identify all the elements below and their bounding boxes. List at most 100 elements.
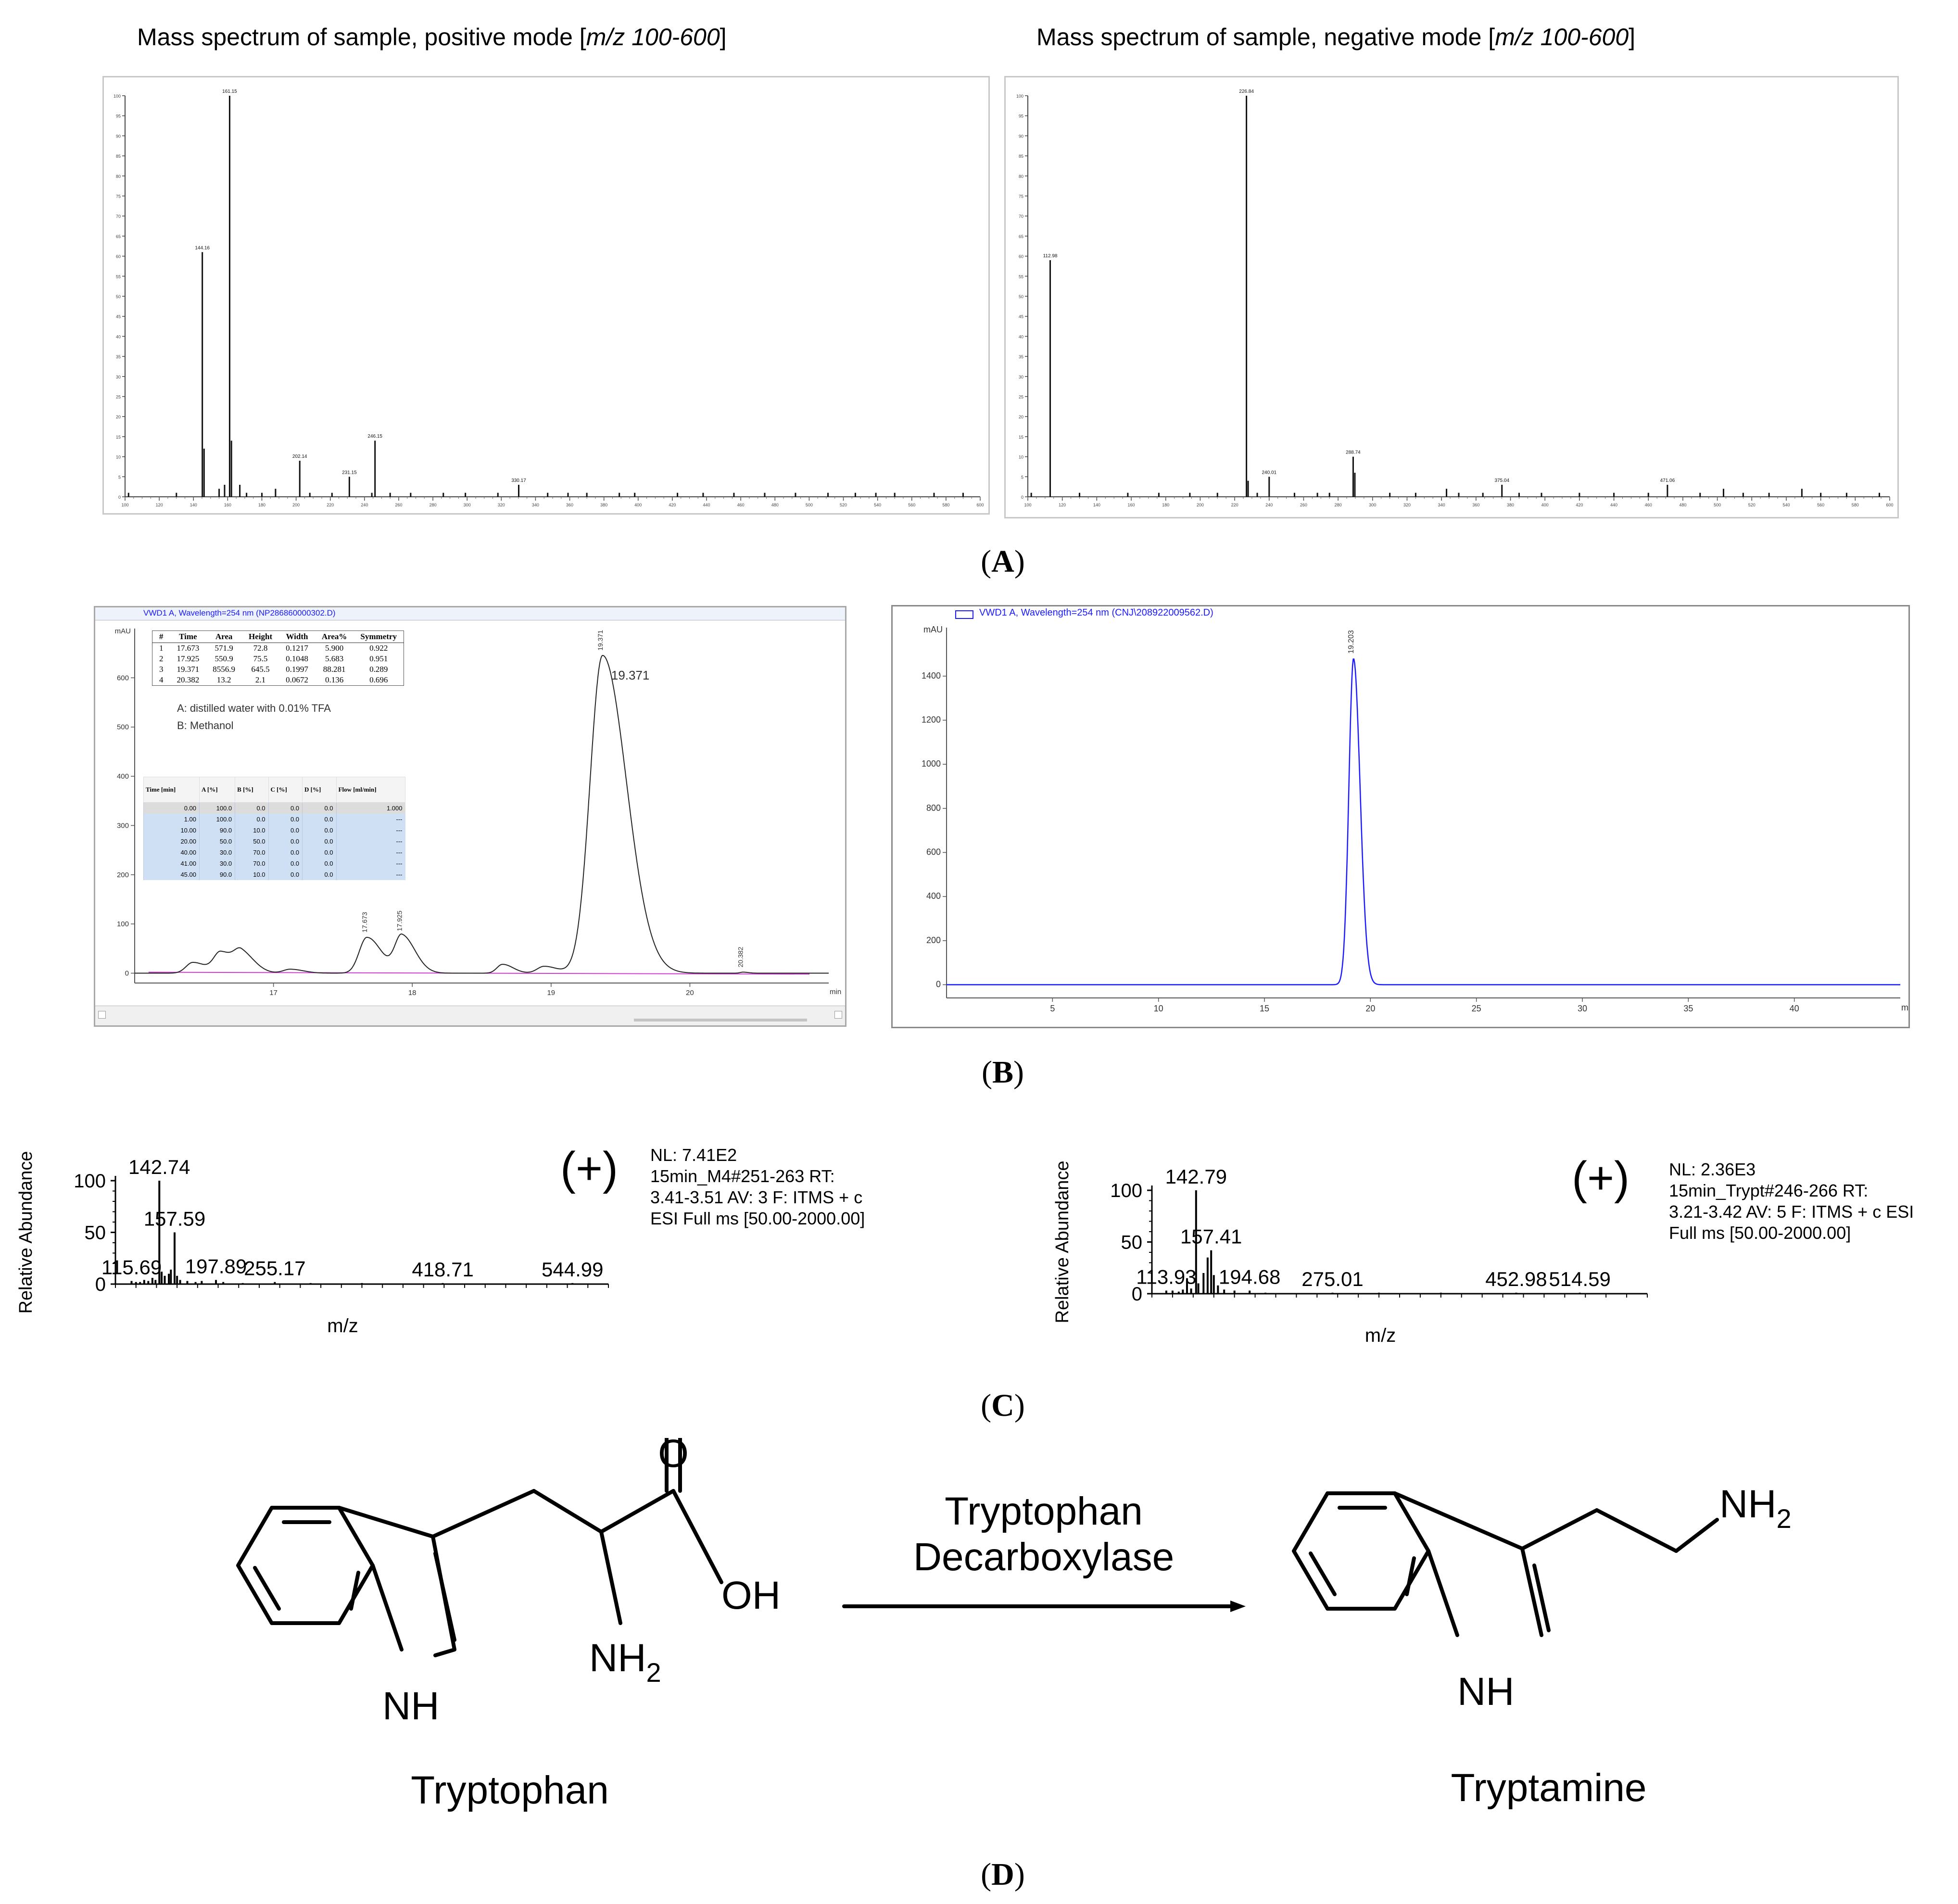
x-tick-label: 400 [634, 503, 642, 507]
peak-label: 514.59 [1549, 1268, 1610, 1290]
y-tick-label: 65 [116, 234, 121, 239]
x-axis-label: m/z [1365, 1325, 1396, 1346]
y-tick-label: 800 [926, 803, 941, 813]
gradient-table-cell: 0.00 [143, 802, 200, 814]
gradient-table-cell: 10.00 [143, 825, 200, 836]
x-tick-label: 580 [942, 503, 949, 507]
tryptamine-amine: NH2 [1719, 1482, 1792, 1534]
peak-table-cell: 72.8 [253, 643, 268, 653]
caption-a: (A) [981, 544, 1025, 579]
scroll-right-icon[interactable] [834, 1011, 842, 1019]
y-tick-label: 95 [116, 114, 121, 119]
y-tick-label: 55 [1019, 274, 1023, 279]
peak-table-cell: 0.922 [369, 643, 388, 653]
main-peak-label: 19.371 [611, 668, 650, 682]
peak-label: 157.59 [144, 1208, 205, 1230]
x-tick-label: 20 [1365, 1004, 1375, 1013]
x-tick-label: 100 [1024, 503, 1031, 507]
peak-table-cell: 20.382 [177, 675, 200, 684]
x-tick-label: 420 [669, 503, 676, 507]
solvent-a-label: A: distilled water with 0.01% TFA [177, 702, 331, 714]
x-tick-label: 240 [361, 503, 368, 507]
peak-label: 255.17 [244, 1257, 305, 1280]
y-tick-label: 50 [85, 1223, 106, 1244]
peak-label: 246.15 [367, 434, 382, 439]
y-tick-label: 75 [116, 194, 121, 199]
gradient-table-cell: 0.0 [302, 836, 337, 847]
scrollbar-thumb[interactable] [634, 1019, 807, 1021]
y-tick-label: 45 [116, 315, 121, 319]
y-tick-label: 60 [116, 254, 121, 259]
x-tick-label: 460 [737, 503, 745, 507]
y-tick-label: 85 [1019, 154, 1023, 159]
chromatogram-trace [947, 658, 1900, 985]
caption-d: (D) [981, 1857, 1025, 1892]
y-axis-unit: mAU [115, 627, 131, 635]
x-tick-label: 100 [121, 503, 128, 507]
lcms-spectrum-m4: 0 50 100 Relative Abundance m/z 115.69 142.74 1… [16, 1151, 609, 1337]
peak-table-row: 1 17.673 571.9 72.8 0.1217 5.900 0.922 [152, 643, 404, 654]
peak-retention-label: 17.673 [361, 912, 368, 933]
panel-b-left-frame: VWD1 A, Wavelength=254 nm (NP28686000030… [94, 606, 846, 1027]
y-tick-label: 200 [117, 871, 129, 879]
gradient-table-cell: 0.0 [302, 858, 337, 869]
y-tick-label: 0 [118, 495, 121, 500]
peak-table-cell: 13.2 [216, 675, 231, 684]
peak-label: 375.04 [1494, 478, 1509, 483]
gradient-table-row: 40.00 30.0 70.0 0.0 0.0 --- [143, 847, 405, 858]
y-tick-label: 20 [116, 415, 121, 419]
x-tick-label: 30 [1578, 1004, 1587, 1013]
x-tick-label: 360 [1472, 503, 1479, 507]
peak-label: 544.99 [542, 1258, 603, 1281]
tryptophan-amine: NH2 [589, 1636, 661, 1688]
peak-table-header: Area% [315, 630, 354, 643]
peak-label: 115.69 [101, 1256, 162, 1279]
y-tick-label: 40 [1019, 334, 1023, 339]
peak-table-cell: 0.1048 [286, 654, 308, 663]
panel-a-left-frame: 0 5 10 15 20 25 30 35 40 45 50 55 60 65 70 75 80 85 90 95 10… [102, 76, 990, 515]
x-tick-label: 340 [532, 503, 539, 507]
peak-label: 330.17 [511, 478, 526, 483]
x-tick-label: 10 [1154, 1004, 1163, 1013]
gradient-table-header: Flow [ml/min] [336, 777, 406, 803]
scroll-left-icon[interactable] [98, 1011, 106, 1019]
gradient-table-cell: 0.0 [302, 847, 337, 858]
y-tick-label: 100 [1016, 94, 1023, 99]
x-tick-label: 240 [1265, 503, 1273, 507]
y-tick-label: 70 [116, 214, 121, 219]
x-tick-label: 440 [703, 503, 710, 507]
y-tick-label: 25 [116, 395, 121, 400]
peak-table-header: Area [206, 630, 242, 643]
peak-label: 288.74 [1346, 450, 1361, 455]
gradient-table-cell: 0.0 [268, 869, 303, 880]
y-tick-label: 25 [1019, 395, 1023, 400]
x-tick-label: 220 [1231, 503, 1238, 507]
peak-label: 112.98 [1043, 253, 1058, 259]
gradient-table-cell: 0.0 [268, 836, 303, 847]
y-tick-label: 300 [117, 821, 129, 830]
gradient-table-cell: 1.00 [143, 814, 200, 825]
gradient-table-cell: --- [336, 847, 405, 858]
x-tick-label: 25 [1472, 1004, 1481, 1013]
gradient-table-header: B [%] [235, 777, 269, 803]
y-tick-label: 10 [1019, 455, 1023, 460]
peak-table-cell: 550.9 [215, 654, 233, 663]
horizontal-scrollbar[interactable] [95, 1006, 845, 1025]
gradient-table-cell: 0.0 [268, 847, 303, 858]
y-tick-label: 85 [116, 154, 121, 159]
caption-b: (B) [982, 1055, 1024, 1090]
enzyme-label-line2: Decarboxylase [913, 1535, 1174, 1579]
x-tick-label: 440 [1610, 503, 1617, 507]
gradient-table-cell: 100.0 [199, 802, 235, 814]
x-tick-label: 120 [156, 503, 163, 507]
y-tick-label: 1200 [922, 715, 941, 725]
y-tick-label: 90 [1019, 134, 1023, 139]
y-tick-label: 75 [1019, 194, 1023, 199]
y-tick-label: 55 [116, 274, 121, 279]
x-tick-label: 220 [327, 503, 334, 507]
gradient-table-cell: 10.0 [235, 869, 269, 880]
x-tick-label: 400 [1541, 503, 1549, 507]
peak-table-cell: 8556.9 [213, 665, 235, 674]
peak-table-cell: 571.9 [215, 643, 233, 653]
x-tick-label: 600 [976, 503, 984, 507]
